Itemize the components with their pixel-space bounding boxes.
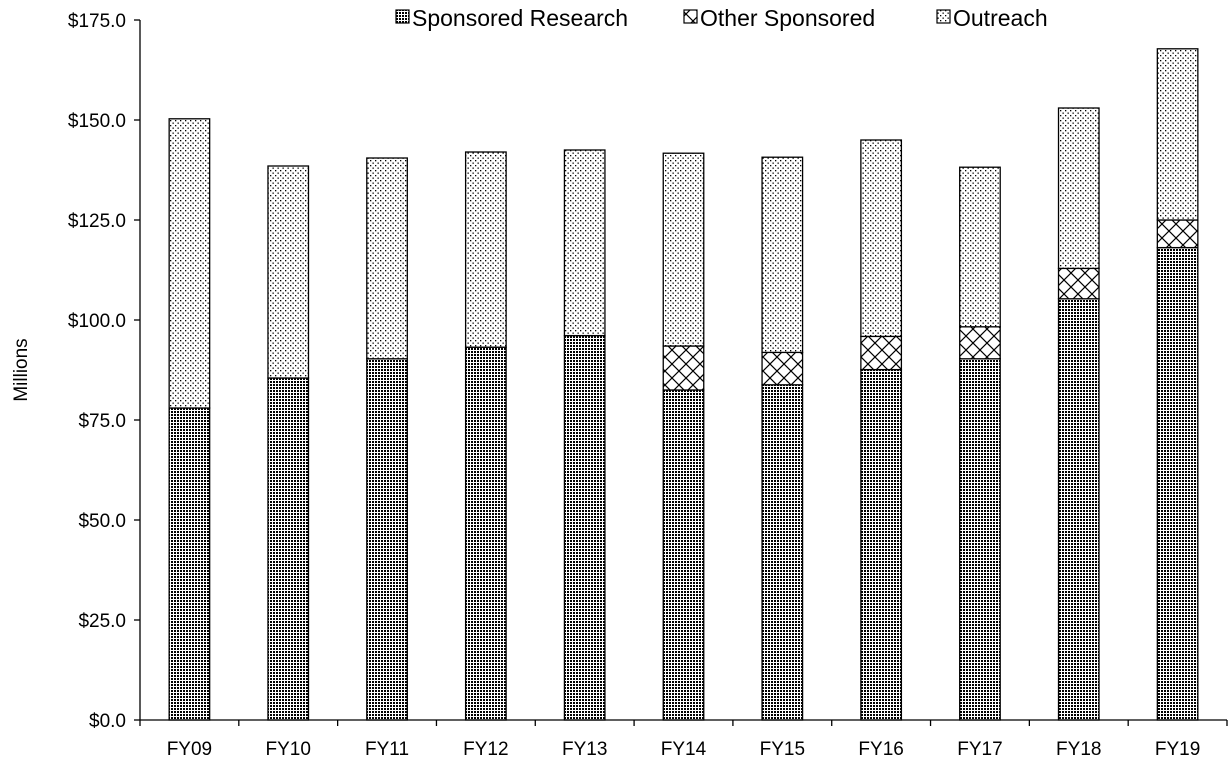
bar-segment-other-sponsored-fy17: [959, 326, 1001, 360]
y-tick-label: $75.0: [78, 411, 126, 432]
bar-segment-outreach-fy15: [761, 156, 804, 354]
x-axis-ticks: FY09 FY10 FY11 FY12 FY13 FY14 FY15 FY16 FY17 FY18…: [139, 720, 1228, 760]
legend-label-sponsored-research: Sponsored Research: [412, 5, 628, 31]
x-tick-label: FY16: [858, 739, 903, 760]
bar-segment-outreach-fy18: [1057, 107, 1100, 270]
bar-segment-other-sponsored-fy14: [662, 345, 705, 391]
bar-segment-sponsored-research-fy16: [860, 368, 903, 721]
bars: [168, 48, 1199, 721]
bar-segment-sponsored-research-fy09: [168, 407, 211, 721]
x-tick-label: FY19: [1155, 739, 1200, 760]
bar-segment-other-sponsored-fy15: [761, 351, 804, 386]
bar-segment-outreach-fy10: [267, 165, 310, 379]
bar-segment-outreach-fy12: [464, 151, 507, 348]
bar-segment-sponsored-research-fy10: [267, 377, 310, 721]
y-tick-label: $50.0: [78, 511, 126, 532]
legend: Sponsored Research Other Sponsored Outreac…: [395, 5, 1048, 31]
x-tick-label: FY14: [661, 739, 707, 760]
bar-segment-outreach-fy11: [366, 157, 408, 360]
bar-segment-sponsored-research-fy19: [1156, 246, 1199, 721]
bar-segment-sponsored-research-fy18: [1057, 298, 1100, 721]
x-tick-label: FY13: [562, 739, 607, 760]
x-tick-label: FY18: [1056, 739, 1101, 760]
bar-segment-sponsored-research-fy13: [563, 334, 606, 721]
legend-label-other-sponsored: Other Sponsored: [700, 5, 875, 31]
y-tick-label: $125.0: [68, 211, 126, 232]
bar-segment-other-sponsored-fy18: [1057, 267, 1100, 300]
x-tick-label: FY15: [760, 739, 805, 760]
y-tick-label: $0.0: [89, 711, 126, 732]
y-tick-label: $25.0: [78, 611, 126, 632]
y-tick-label: $175.0: [68, 11, 126, 32]
x-tick-label: FY17: [957, 739, 1002, 760]
bar-segment-sponsored-research-fy11: [366, 358, 408, 721]
legend-swatch-sponsored-research: [395, 9, 410, 24]
bar-segment-other-sponsored-fy19: [1156, 219, 1199, 249]
x-tick-label: FY12: [463, 739, 508, 760]
y-tick-label: $100.0: [68, 311, 126, 332]
bar-segment-outreach-fy19: [1156, 48, 1199, 221]
bar-segment-outreach-fy17: [959, 166, 1001, 328]
bar-segment-sponsored-research-fy15: [761, 384, 804, 721]
bar-segment-outreach-fy13: [563, 149, 606, 337]
x-tick-label: FY09: [167, 739, 212, 760]
x-tick-label: FY11: [365, 739, 409, 760]
bar-segment-other-sponsored-fy16: [860, 335, 903, 371]
bar-segment-sponsored-research-fy12: [464, 346, 507, 721]
y-tick-label: $150.0: [68, 111, 126, 132]
bar-segment-sponsored-research-fy14: [662, 389, 705, 721]
bar-segment-sponsored-research-fy17: [959, 358, 1001, 721]
y-axis-ticks: $0.0 $25.0 $50.0 $75.0 $100.0 $125.0 $150.0 $17…: [68, 11, 140, 732]
legend-swatch-other-sponsored: [683, 9, 698, 24]
legend-label-outreach: Outreach: [953, 5, 1048, 31]
bar-segment-outreach-fy14: [662, 152, 705, 347]
bar-segment-outreach-fy09: [168, 118, 211, 409]
legend-swatch-outreach: [936, 9, 951, 24]
y-axis-title: Millions: [11, 338, 32, 401]
bar-segment-outreach-fy16: [860, 139, 903, 338]
x-tick-label: FY10: [266, 739, 311, 760]
